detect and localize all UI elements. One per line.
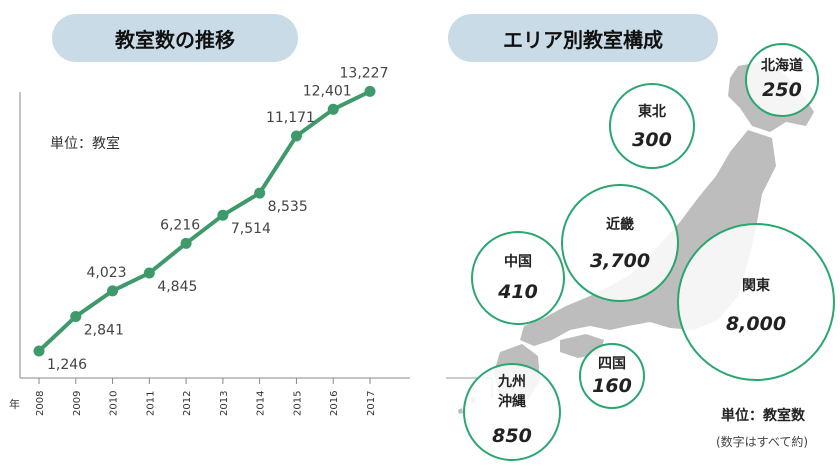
region-bubble: 中国 410: [471, 231, 565, 325]
bubble-circle: [677, 223, 835, 381]
region-name: 九州: [497, 374, 526, 390]
data-point: [217, 209, 229, 221]
year-marker: 年: [9, 397, 20, 411]
data-label: 12,401: [303, 83, 352, 99]
region-name: 北海道: [761, 57, 803, 74]
data-point: [290, 130, 302, 142]
x-tick-label: 2008: [35, 391, 46, 416]
data-point: [254, 187, 266, 199]
x-tick-label: 2013: [219, 391, 230, 416]
x-tick-label: 2010: [109, 391, 120, 416]
data-label: 7,514: [231, 221, 271, 237]
data-label: 6,216: [160, 217, 200, 233]
data-label: 8,535: [268, 199, 308, 215]
data-point: [143, 267, 155, 279]
bubble-circle: [561, 184, 679, 302]
x-tick-label: 2014: [256, 391, 267, 416]
data-label: 2,841: [84, 322, 124, 338]
bubble-circle: [579, 343, 645, 409]
x-tick-label: 2009: [72, 391, 83, 416]
line-chart: 単位：教室 年 2008 2009 2010 2011 2012 2013 2014 2015…: [9, 65, 410, 416]
data-label: 4,023: [87, 265, 127, 281]
region-bubble: 四国 160: [579, 343, 645, 409]
data-label: 4,845: [157, 279, 197, 295]
bubble-circle: [471, 231, 565, 325]
data-point: [180, 237, 192, 249]
region-name: 中国: [504, 253, 532, 270]
region-name: 関東: [742, 277, 770, 294]
region-value: 850: [492, 425, 532, 447]
bubble-circle: [463, 363, 561, 461]
data-point: [364, 85, 376, 97]
map-island: [458, 408, 463, 414]
bubble-circle: [745, 43, 819, 117]
region-value: 250: [762, 79, 802, 101]
x-tick-label: 2017: [366, 391, 377, 416]
x-tick-label: 2011: [145, 391, 156, 416]
region-name: 東北: [638, 103, 666, 120]
map-title-pill: エリア別教室構成: [448, 14, 718, 62]
data-label: 13,227: [340, 65, 389, 81]
region-name: 四国: [598, 356, 626, 372]
data-point: [70, 310, 82, 322]
region-value: 410: [497, 281, 538, 303]
data-point: [327, 103, 339, 115]
x-tick-label: 2016: [329, 391, 340, 416]
region-bubble: 東北 300: [609, 83, 695, 169]
data-point: [33, 345, 45, 357]
data-point: [107, 285, 119, 297]
map-note: (数字はすべて約): [716, 434, 808, 449]
x-tick-label: 2012: [182, 391, 193, 416]
region-value: 160: [592, 375, 632, 397]
series-line: [37, 89, 371, 353]
region-name: 沖縄: [498, 393, 526, 410]
map-unit-label: 単位：教室数: [721, 407, 806, 424]
chart-title-pill: 教室数の推移: [52, 14, 298, 62]
x-tick-label: 2015: [292, 391, 303, 416]
region-bubble: 関東 8,000: [677, 223, 835, 381]
data-label: 1,246: [47, 357, 87, 373]
data-label: 11,171: [266, 110, 315, 126]
region-bubble: 北海道 250: [745, 43, 819, 117]
region-value: 8,000: [726, 313, 786, 335]
region-value: 300: [632, 129, 672, 151]
bubble-circle: [609, 83, 695, 169]
unit-label: 単位：教室: [50, 135, 120, 152]
region-bubble: 近畿 3,700: [561, 184, 679, 302]
region-name: 近畿: [606, 216, 634, 233]
region-value: 3,700: [590, 250, 650, 272]
